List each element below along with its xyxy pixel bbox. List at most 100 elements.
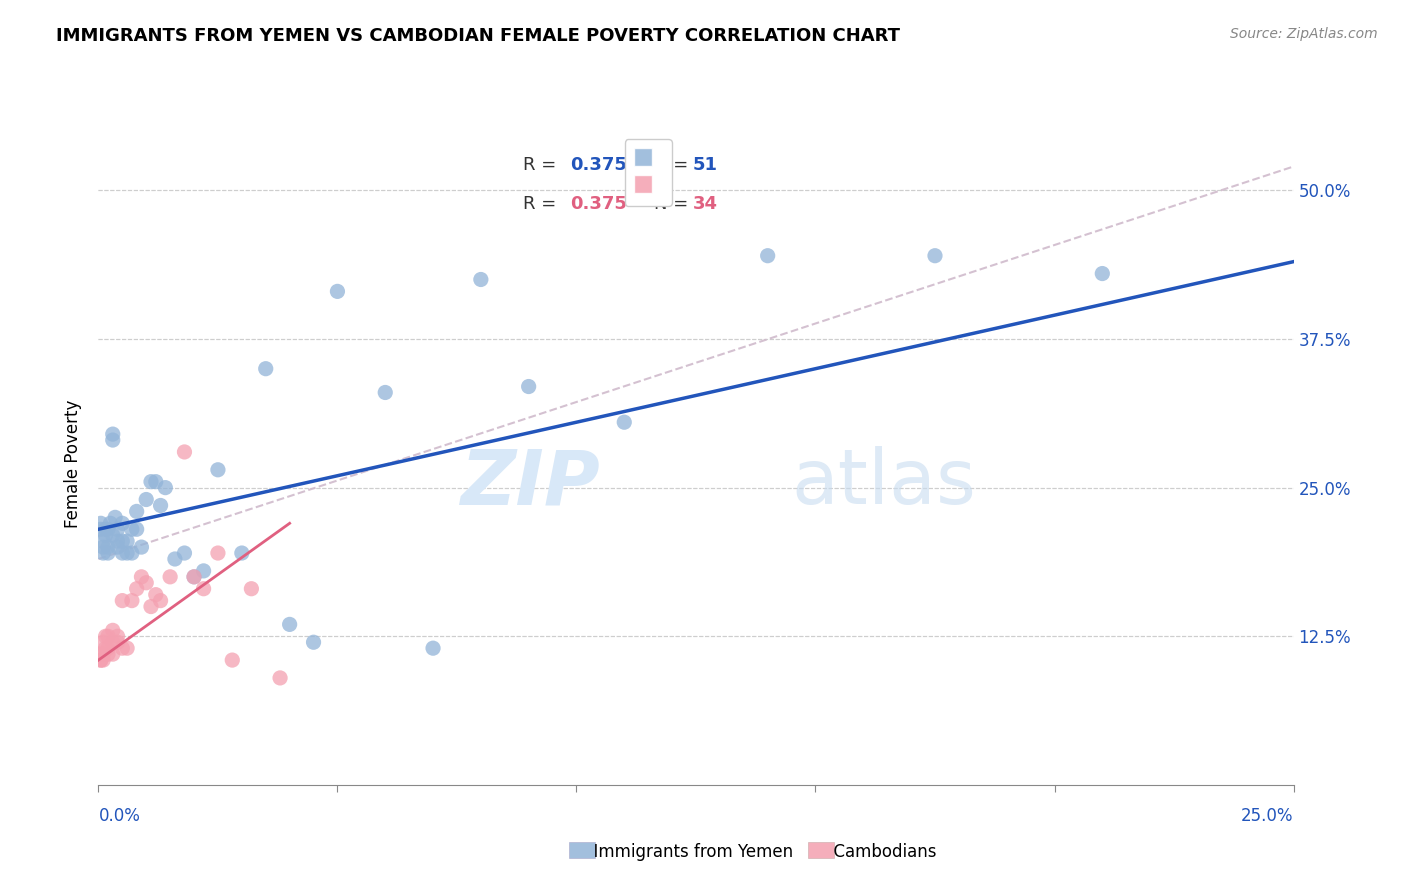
Point [90,516,112,531]
Point [155,481,177,495]
Point [107,635,129,649]
Point [183,570,205,584]
Text: 51: 51 [692,156,717,174]
Text: R =: R = [523,194,561,212]
Point [1091,267,1114,281]
Point [94,528,117,542]
Point [90,653,112,667]
Point [135,492,157,507]
Point [131,540,153,554]
Point [91,647,114,661]
Point [183,570,205,584]
Point [97,629,120,643]
Text: Immigrants from Yemen: Immigrants from Yemen [583,843,793,861]
Text: IMMIGRANTS FROM YEMEN VS CAMBODIAN FEMALE POVERTY CORRELATION CHART: IMMIGRANTS FROM YEMEN VS CAMBODIAN FEMAL… [56,27,900,45]
Point [149,499,172,513]
Point [121,593,143,607]
Point [89,647,111,661]
Text: R =: R = [523,156,561,174]
Point [193,564,215,578]
Point [111,534,134,549]
Point [115,546,138,560]
Point [326,285,349,299]
Point [145,588,167,602]
Point [254,361,277,376]
Point [97,641,120,656]
Point [91,635,114,649]
Point [107,629,129,643]
Point [94,629,117,643]
Point [173,445,195,459]
Point [139,475,162,489]
Text: 0.0%: 0.0% [98,807,141,825]
Point [159,570,181,584]
Text: 0.375: 0.375 [571,194,627,212]
Point [101,624,124,638]
Bar [569,842,595,858]
Point [149,593,172,607]
Text: 0.375: 0.375 [571,156,627,174]
Point [125,504,148,518]
Point [121,546,143,560]
Point [101,433,124,447]
Point [139,599,162,614]
Point [91,653,114,667]
Point [121,522,143,536]
Point [91,546,114,560]
Point [115,641,138,656]
Legend:  ,  : , [624,139,672,205]
Point [91,540,114,554]
Point [163,552,186,566]
Text: Cambodians: Cambodians [823,843,936,861]
Text: N =: N = [654,194,695,212]
Point [97,647,120,661]
Point [193,582,215,596]
Point [470,272,492,286]
Point [107,540,129,554]
Point [115,534,138,549]
Point [145,475,167,489]
Point [90,522,112,536]
Bar [808,842,834,858]
Point [91,534,114,549]
Point [422,641,444,656]
Point [125,522,148,536]
Point [98,516,122,531]
Point [302,635,325,649]
Text: atlas: atlas [792,446,976,520]
Point [101,427,124,442]
Text: 25.0%: 25.0% [1241,807,1294,825]
Point [374,385,396,400]
Point [131,570,153,584]
Text: Source: ZipAtlas.com: Source: ZipAtlas.com [1230,27,1378,41]
Point [125,582,148,596]
Point [207,463,229,477]
Point [135,575,157,590]
Point [101,635,124,649]
Point [94,641,117,656]
Point [94,522,117,536]
Point [231,546,253,560]
Point [90,653,112,667]
Text: ZIP: ZIP [461,446,600,520]
Point [107,522,129,536]
Point [101,647,124,661]
Point [111,516,134,531]
Point [97,546,120,560]
Point [104,510,127,524]
Text: 34: 34 [692,194,717,212]
Point [924,249,946,263]
Point [269,671,291,685]
Point [111,641,134,656]
Point [101,528,124,542]
Point [97,522,120,536]
Point [107,534,129,549]
Point [613,415,636,429]
Point [111,593,134,607]
Point [756,249,779,263]
Point [97,540,120,554]
Point [221,653,243,667]
Point [173,546,195,560]
Point [278,617,301,632]
Point [240,582,263,596]
